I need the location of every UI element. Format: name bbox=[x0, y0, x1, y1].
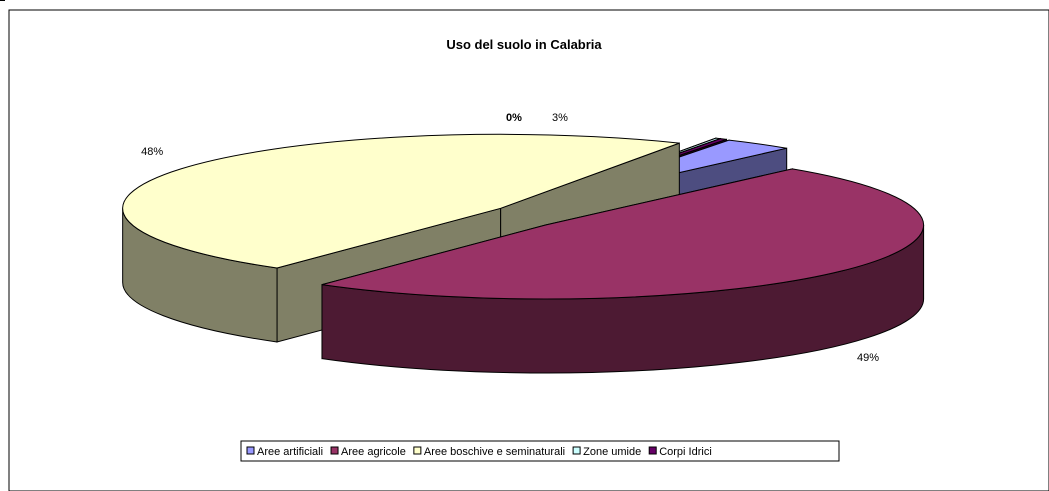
data-label: 3% bbox=[552, 112, 568, 124]
legend-label: Aree boschive e seminaturali bbox=[424, 446, 565, 458]
legend-item-1: Aree agricole bbox=[330, 446, 406, 458]
legend-item-4: Corpi Idrici bbox=[648, 446, 712, 458]
legend-swatch bbox=[572, 446, 581, 455]
pie-slice-1 bbox=[321, 168, 925, 374]
legend-swatch bbox=[413, 446, 422, 455]
data-label: 48% bbox=[141, 146, 163, 158]
legend-label: Zone umide bbox=[583, 446, 641, 458]
legend-label: Aree artificiali bbox=[257, 446, 323, 458]
page-corner-fragment bbox=[0, 0, 12, 12]
data-label: 49% bbox=[857, 352, 879, 364]
legend-label: Corpi Idrici bbox=[659, 446, 712, 458]
legend-item-0: Aree artificiali bbox=[246, 446, 323, 458]
pie-slices bbox=[122, 133, 925, 374]
pie-slice-top bbox=[122, 133, 680, 269]
legend: Aree artificiali Aree agricole Aree boschi… bbox=[240, 440, 840, 462]
legend-item-2: Aree boschive e seminaturali bbox=[413, 446, 565, 458]
page-corner-mark bbox=[0, 0, 5, 1]
data-labels: 0% 3% 48% 49% bbox=[141, 112, 879, 364]
chart-title: Uso del suolo in Calabria bbox=[446, 37, 602, 52]
legend-swatch bbox=[246, 446, 255, 455]
legend-label: Aree agricole bbox=[341, 446, 406, 458]
legend-item-3: Zone umide bbox=[572, 446, 641, 458]
legend-swatch bbox=[648, 446, 657, 455]
legend-box bbox=[240, 440, 840, 462]
data-label: 0% bbox=[506, 112, 522, 124]
pie-slice-top bbox=[321, 168, 925, 300]
legend-swatch bbox=[330, 446, 339, 455]
